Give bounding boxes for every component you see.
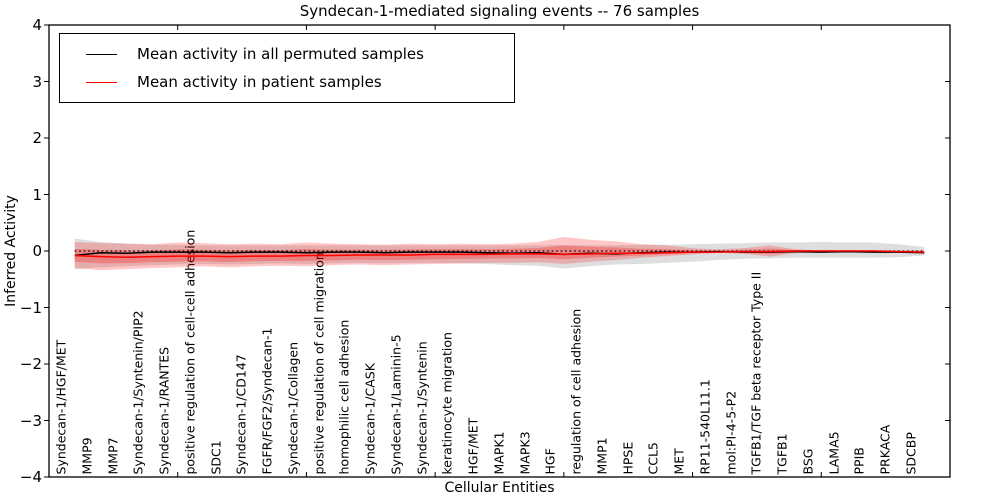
y-tick-label: −2	[19, 355, 42, 373]
y-tick-label: 4	[32, 16, 42, 34]
x-axis-label: Cellular Entities	[444, 480, 555, 496]
y-tick-label: 1	[32, 185, 42, 204]
y-tick-label: 3	[32, 72, 42, 91]
legend-label-patient: Mean activity in patient samples	[137, 73, 382, 91]
legend: Mean activity in all permuted samples Me…	[59, 33, 515, 103]
chart-title: Syndecan-1-mediated signaling events -- …	[299, 2, 700, 20]
y-tick-label: −3	[19, 411, 42, 430]
legend-label-permuted: Mean activity in all permuted samples	[137, 45, 424, 63]
legend-item-permuted: Mean activity in all permuted samples	[60, 40, 514, 68]
y-tick-label: −4	[19, 468, 42, 486]
y-tick-label: 0	[32, 242, 42, 260]
legend-line-permuted-icon	[86, 53, 117, 55]
y-tick-label: 2	[32, 129, 42, 147]
legend-item-patient: Mean activity in patient samples	[60, 68, 514, 96]
y-tick-label: −1	[19, 298, 42, 317]
legend-line-patient-icon	[86, 81, 117, 83]
